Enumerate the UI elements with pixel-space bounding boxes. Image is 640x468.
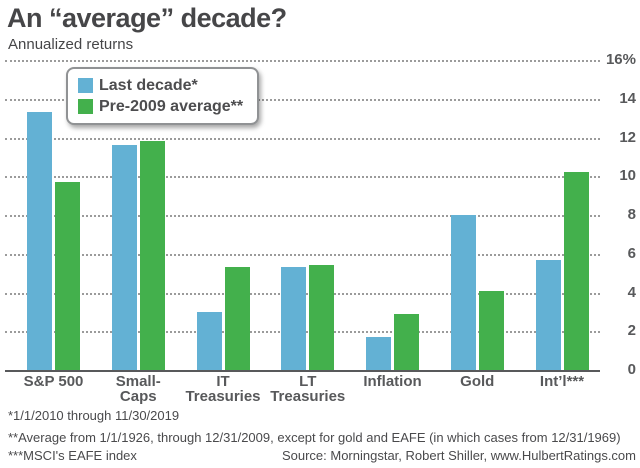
plot-area — [5, 60, 600, 372]
y-tick-label: 14 — [619, 89, 636, 107]
x-axis-label: LT Treasuries — [270, 373, 346, 405]
x-axis-label: Small- Caps — [115, 373, 161, 405]
chart-subtitle: Annualized returns — [8, 36, 134, 53]
y-tick-label: 6 — [627, 244, 636, 262]
bar-last-decade — [535, 259, 561, 370]
gridline — [5, 98, 600, 101]
legend-label: Last decade* — [99, 77, 198, 94]
legend-item-last-decade: Last decade* — [78, 75, 243, 96]
y-tick-label: 4 — [627, 283, 636, 301]
gridline — [5, 215, 600, 217]
legend-swatch-green-icon — [78, 99, 93, 114]
bar-pre-2009 — [55, 182, 80, 370]
bar-last-decade — [196, 311, 222, 370]
footnote-1: *1/1/2010 through 11/30/2019 — [8, 408, 180, 423]
bar-pre-2009 — [394, 313, 419, 370]
gridline — [5, 176, 600, 179]
bar-pre-2009 — [224, 267, 250, 370]
footnote-3: ***MSCI's EAFE index — [8, 448, 137, 463]
y-tick-label: 10 — [619, 167, 636, 185]
chart-title: An “average” decade? — [7, 3, 287, 33]
legend-label: Pre-2009 average** — [99, 98, 244, 115]
gridline — [5, 253, 600, 256]
bar-last-decade — [111, 145, 137, 370]
x-axis-label: Inflation — [363, 373, 422, 390]
y-tick-label: 2 — [627, 322, 636, 340]
gridline — [5, 60, 600, 62]
x-axis-line — [5, 370, 600, 372]
y-tick-label: 8 — [627, 206, 636, 223]
bar-last-decade — [450, 215, 476, 370]
legend-item-pre-2009: Pre-2009 average** — [78, 96, 243, 117]
y-tick-label: 0 — [627, 361, 636, 378]
gridline — [5, 137, 600, 140]
footer-row: ***MSCI's EAFE index Source: Morningstar… — [8, 448, 636, 463]
y-tick-label: 16% — [605, 51, 636, 68]
bar-last-decade — [366, 337, 391, 370]
bar-last-decade — [27, 112, 52, 370]
footnote-2: **Average from 1/1/1926, through 12/31/2… — [8, 430, 621, 445]
x-axis-label: Gold — [460, 373, 495, 390]
source-text: Source: Morningstar, Robert Shiller, www… — [281, 448, 636, 463]
bar-pre-2009 — [563, 172, 589, 370]
legend-swatch-blue-icon — [78, 78, 93, 93]
y-tick-label: 12 — [619, 128, 636, 146]
bar-pre-2009 — [309, 265, 335, 370]
bar-pre-2009 — [139, 141, 165, 370]
x-axis-label: IT Treasuries — [185, 373, 261, 405]
x-axis-label: Int’l*** — [539, 373, 585, 390]
legend: Last decade* Pre-2009 average** — [66, 67, 260, 125]
bar-last-decade — [281, 267, 307, 370]
bar-pre-2009 — [478, 290, 504, 370]
x-axis-label: S&P 500 — [23, 373, 84, 390]
